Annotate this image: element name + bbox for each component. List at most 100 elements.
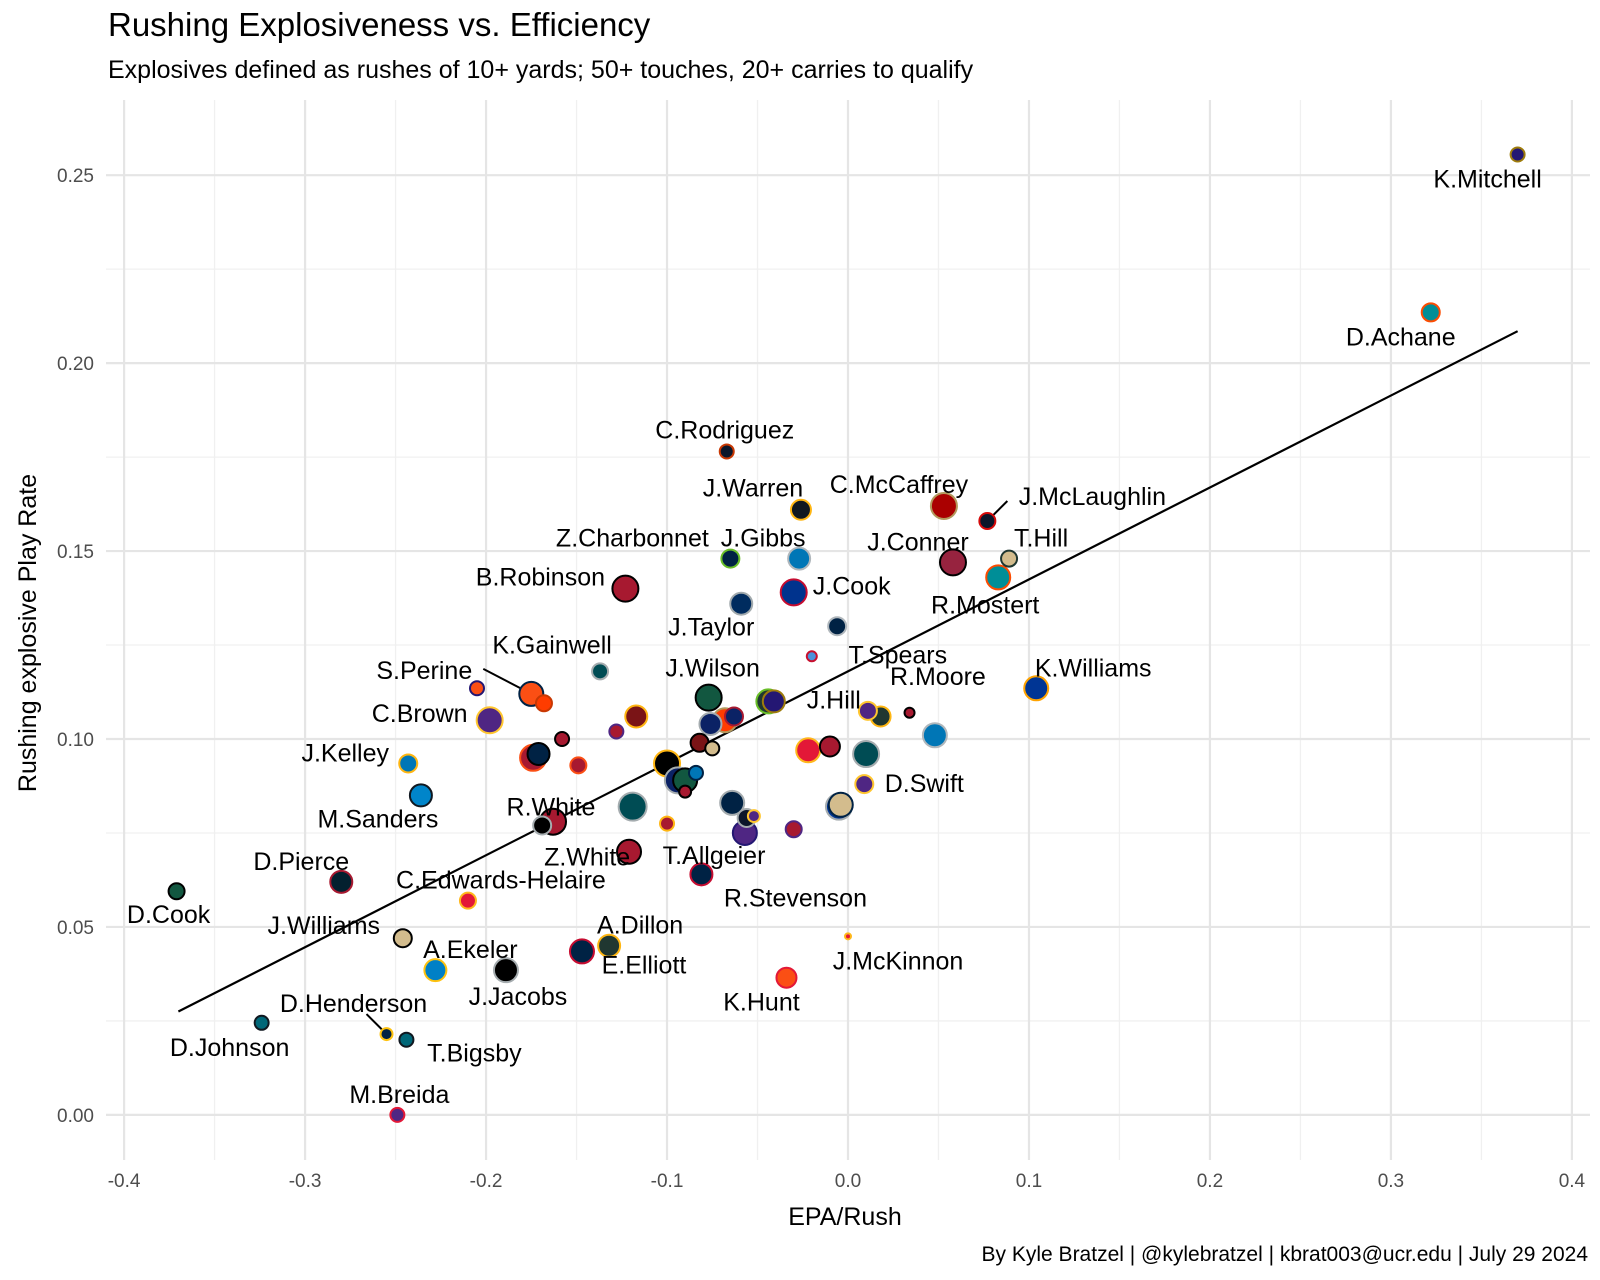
data-point-d-swift [854, 774, 875, 795]
point-label-d-henderson: D.Henderson [280, 990, 427, 1018]
point-label-c-edwards-helaire: C.Edwards-Helaire [396, 867, 606, 895]
data-point [554, 731, 571, 748]
point-label-j-mclaughlin: J.McLaughlin [1019, 483, 1166, 511]
point-label-j-kelley: J.Kelley [301, 739, 389, 767]
data-point-t-spears [805, 650, 818, 663]
data-point [624, 704, 649, 729]
data-point-d-johnson [253, 1014, 270, 1031]
data-point-d-henderson [379, 1027, 394, 1042]
point-label-j-gibbs: J.Gibbs [721, 525, 806, 553]
data-point-k-gainwell [591, 662, 610, 681]
point-label-a-dillon: A.Dillon [597, 912, 683, 940]
point-label-s-perine: S.Perine [376, 657, 472, 685]
data-point-j-gibbs [787, 546, 812, 571]
data-point [746, 809, 761, 824]
data-points [167, 146, 1526, 1123]
data-point-e-elliott [568, 938, 595, 965]
trend-line [177, 330, 1519, 1013]
point-label-c-mccaffrey: C.McCaffrey [830, 471, 969, 499]
data-point [921, 722, 948, 749]
data-point-k-mitchell [1509, 146, 1526, 163]
y-tick-label: 0.10 [57, 730, 94, 751]
data-point [659, 815, 676, 832]
data-point-c-brown [475, 706, 504, 735]
chart-title: Rushing Explosiveness vs. Efficiency [108, 6, 651, 43]
point-label-m-sanders: M.Sanders [317, 805, 438, 833]
point-label-k-gainwell: K.Gainwell [492, 631, 612, 659]
point-label-k-hunt: K.Hunt [723, 989, 799, 1017]
point-label-j-jacobs: J.Jacobs [469, 983, 568, 1011]
data-point-k-williams [1023, 675, 1050, 702]
x-axis-title: EPA/Rush [788, 1203, 901, 1231]
data-point-j-hill [761, 689, 786, 714]
data-point [704, 740, 721, 757]
point-label-j-williams: J.Williams [268, 912, 381, 940]
y-tick-label: 0.15 [57, 542, 94, 563]
data-point [795, 737, 822, 764]
point-label-j-mckinnon: J.McKinnon [833, 947, 964, 975]
chart-subtitle: Explosives defined as rushes of 10+ yard… [108, 56, 974, 84]
data-point [534, 694, 553, 713]
point-label-a-ekeler: A.Ekeler [423, 936, 517, 964]
data-point [687, 764, 704, 781]
point-label-r-white: R.White [507, 794, 596, 822]
x-tick-label: -0.4 [108, 1171, 141, 1192]
data-point [698, 711, 723, 736]
y-tick-label: 0.20 [57, 354, 94, 375]
point-label-d-pierce: D.Pierce [253, 848, 349, 876]
point-label-j-hill: J.Hill [807, 686, 861, 714]
point-label-d-cook: D.Cook [127, 901, 211, 929]
data-point-j-conner [938, 548, 967, 577]
data-point-t-allgeier [616, 838, 643, 865]
x-tick-label: 0.2 [1197, 1171, 1223, 1192]
point-label-c-rodriguez: C.Rodriguez [655, 416, 794, 444]
point-label-z-charbonnet: Z.Charbonnet [556, 525, 709, 553]
data-point [678, 784, 693, 799]
data-point [569, 756, 588, 775]
point-label-b-robinson: B.Robinson [476, 564, 605, 592]
x-tick-label: 0.1 [1016, 1171, 1042, 1192]
data-point-j-warren [789, 498, 812, 521]
y-axis-title: Rushing explosive Play Rate [14, 474, 42, 792]
point-label-t-bigsby: T.Bigsby [427, 1040, 522, 1068]
data-point-a-dillon [597, 933, 622, 958]
point-label-j-cook: J.Cook [813, 572, 891, 600]
data-point-r-stevenson [689, 862, 714, 887]
point-label-j-warren: J.Warren [703, 475, 803, 503]
data-point-m-sanders [408, 783, 433, 808]
data-point [784, 820, 803, 839]
data-point-j-mclaughlin [978, 511, 997, 530]
data-point [852, 740, 881, 769]
data-point-j-kelley [398, 753, 419, 774]
data-point-d-pierce [329, 869, 354, 894]
point-label-d-swift: D.Swift [885, 770, 964, 798]
grid-lines [106, 100, 1590, 1160]
data-point-d-achane [1420, 302, 1441, 323]
data-point [469, 680, 485, 697]
data-point-t-hill [1000, 549, 1019, 568]
data-point-j-jacobs [492, 957, 519, 984]
x-tick-label: 0.3 [1378, 1171, 1404, 1192]
data-point-r-moore [857, 700, 878, 721]
point-label-k-williams: K.Williams [1035, 654, 1152, 682]
data-point-j-cook [779, 578, 808, 607]
data-point-c-rodriguez [718, 443, 735, 460]
data-point-m-breida [389, 1106, 406, 1123]
point-label-j-taylor: J.Taylor [668, 614, 754, 642]
data-point-r-mostert [985, 564, 1012, 591]
point-label-t-spears: T.Spears [848, 641, 947, 669]
point-label-r-moore: R.Moore [890, 663, 986, 691]
data-point-j-taylor [729, 591, 754, 616]
x-tick-label: 0.0 [835, 1171, 861, 1192]
data-point-j-williams [392, 928, 413, 949]
data-point-j-wilson [694, 683, 723, 712]
data-point [818, 735, 841, 758]
data-point-z-charbonnet [720, 548, 741, 569]
data-point [903, 706, 916, 719]
y-tick-label: 0.25 [57, 166, 94, 187]
data-point-a-ekeler [423, 958, 448, 983]
data-point-j-mckinnon [844, 932, 852, 941]
point-label-z-white: Z.White [544, 843, 630, 871]
x-tick-label: -0.2 [470, 1171, 503, 1192]
x-tick-label: -0.1 [651, 1171, 684, 1192]
